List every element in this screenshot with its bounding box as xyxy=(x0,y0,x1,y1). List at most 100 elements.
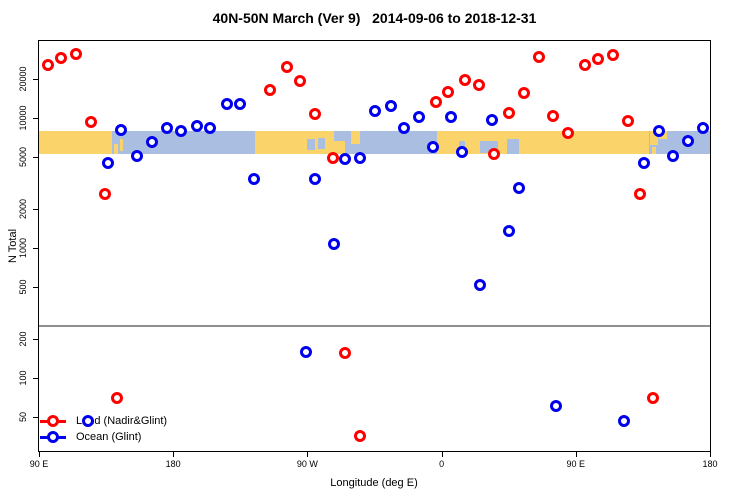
map-land-segment xyxy=(255,131,345,154)
legend-item-ocean: Ocean (Glint) xyxy=(40,429,167,445)
x-tick-label: 90 E xyxy=(29,459,49,469)
ocean-data-point xyxy=(681,135,694,148)
y-tick-label: 2000 xyxy=(18,198,28,219)
land-data-point xyxy=(41,58,54,71)
ocean-data-point xyxy=(146,136,159,149)
land-data-point xyxy=(459,73,472,86)
ocean-series-marker-icon xyxy=(40,431,66,444)
ocean-data-point xyxy=(247,172,260,185)
map-ocean-segment xyxy=(507,139,520,154)
ocean-data-point xyxy=(617,414,630,427)
y-tick-label: 5000 xyxy=(18,147,28,168)
land-data-point xyxy=(280,60,293,73)
ocean-data-point xyxy=(191,119,204,132)
land-data-point xyxy=(441,85,454,98)
x-tick xyxy=(173,451,175,457)
ocean-data-point xyxy=(653,125,666,138)
ocean-data-point xyxy=(101,157,114,169)
y-tick-label: 50 xyxy=(18,412,28,423)
y-axis-title: N Total xyxy=(7,228,19,264)
land-data-point xyxy=(110,392,123,405)
ocean-data-point xyxy=(550,399,563,412)
ocean-data-point xyxy=(328,238,341,251)
ocean-data-point xyxy=(368,105,381,118)
land-data-point xyxy=(547,109,560,122)
ocean-data-point xyxy=(82,414,95,427)
land-data-point xyxy=(353,429,366,442)
y-tick xyxy=(33,78,39,80)
land-data-point xyxy=(98,187,111,200)
land-data-point xyxy=(338,347,351,360)
x-tick-label: 90 W xyxy=(296,459,318,469)
y-tick xyxy=(33,157,39,159)
land-data-point xyxy=(472,78,485,91)
ocean-data-point xyxy=(234,97,247,110)
map-land-segment xyxy=(350,131,360,144)
ocean-data-point xyxy=(161,121,174,134)
land-data-point xyxy=(55,51,68,64)
ocean-data-point xyxy=(486,113,499,126)
land-data-point xyxy=(621,115,634,128)
land-data-point xyxy=(607,48,620,61)
ocean-data-point xyxy=(638,157,651,169)
land-data-point xyxy=(70,47,83,60)
x-axis-title: Longitude (deg E) xyxy=(330,477,418,489)
land-data-point xyxy=(264,83,277,96)
x-tick xyxy=(575,451,577,457)
land-data-point xyxy=(502,106,515,119)
map-ocean-segment xyxy=(317,137,326,150)
y-tick-label: 100 xyxy=(18,370,28,386)
ocean-data-point xyxy=(353,152,366,165)
land-series-marker-icon xyxy=(40,415,66,428)
land-data-point xyxy=(647,392,660,405)
y-tick xyxy=(33,117,39,119)
legend-item-land: Land (Nadir&Glint) xyxy=(40,413,167,429)
map-land-segment xyxy=(119,139,124,152)
ocean-data-point xyxy=(204,121,217,134)
land-data-point xyxy=(293,74,306,87)
reference-line xyxy=(39,325,710,328)
land-data-point xyxy=(532,50,545,63)
map-land-segment xyxy=(39,131,113,154)
world-map-strip xyxy=(39,131,710,154)
ocean-data-point xyxy=(338,153,351,166)
y-tick-label: 500 xyxy=(18,279,28,295)
x-tick xyxy=(441,451,443,457)
land-data-point xyxy=(592,52,605,65)
ocean-data-point xyxy=(398,121,411,134)
y-tick-label: 1000 xyxy=(18,237,28,258)
ocean-data-point xyxy=(444,110,457,123)
map-ocean-segment xyxy=(480,141,499,153)
y-tick-label: 200 xyxy=(18,331,28,347)
legend-label-ocean: Ocean (Glint) xyxy=(76,431,142,443)
y-tick xyxy=(33,208,39,210)
ocean-data-point xyxy=(513,181,526,194)
y-tick xyxy=(33,338,39,340)
ocean-data-point xyxy=(666,149,679,162)
ocean-data-point xyxy=(308,172,321,185)
chart-title: 40N-50N March (Ver 9) 2014-09-06 to 2018… xyxy=(212,10,537,26)
ocean-data-point xyxy=(299,345,312,358)
land-data-point xyxy=(562,127,575,140)
land-data-point xyxy=(487,147,500,160)
land-data-point xyxy=(308,107,321,120)
map-land-segment xyxy=(651,146,657,154)
ocean-data-point xyxy=(384,99,397,112)
land-data-point xyxy=(517,87,530,100)
map-ocean-segment xyxy=(307,139,315,151)
ocean-data-point xyxy=(131,149,144,162)
ocean-data-point xyxy=(696,121,709,134)
ocean-data-point xyxy=(474,278,487,291)
plot-area: Land (Nadir&Glint) Ocean (Glint) 50 100 20… xyxy=(18,40,718,469)
y-tick-label: 20000 xyxy=(18,66,28,92)
y-tick xyxy=(33,378,39,380)
x-tick xyxy=(710,451,711,457)
y-tick xyxy=(33,417,39,419)
land-data-point xyxy=(326,152,339,165)
y-tick-label: 10000 xyxy=(18,105,28,131)
ocean-data-point xyxy=(502,225,515,238)
land-data-point xyxy=(578,58,591,71)
x-tick xyxy=(39,451,40,457)
ocean-data-point xyxy=(413,110,426,123)
